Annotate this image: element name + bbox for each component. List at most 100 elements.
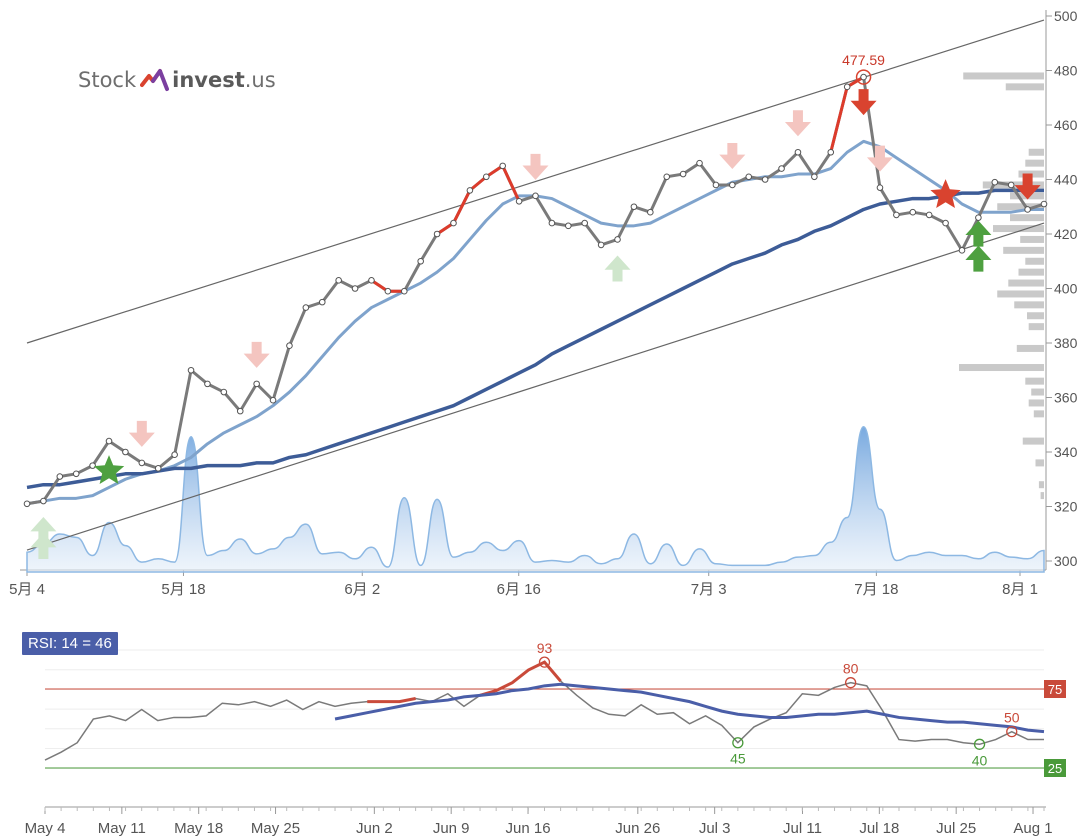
- price-point: [171, 451, 178, 459]
- volume-profile-bar: [1018, 268, 1044, 276]
- price-point: [1040, 200, 1048, 208]
- volume-profile-bar: [1003, 246, 1044, 254]
- rsi-marker-label: 80: [843, 661, 859, 677]
- volume-profile-bar: [1028, 148, 1044, 156]
- volume-profile-bar: [1027, 312, 1044, 320]
- price-point: [335, 277, 342, 284]
- price-point: [729, 181, 736, 189]
- buy-signal-arrow: [965, 245, 992, 272]
- volume-profile-bar: [1028, 399, 1044, 407]
- price-point: [105, 437, 113, 445]
- price-x-tick-label: 7月 18: [854, 581, 898, 598]
- buy-signal-arrow-faint: [30, 517, 57, 544]
- rsi-marker-label: 40: [972, 752, 988, 768]
- logo-check-icon: [140, 69, 170, 91]
- volume-profile-bar: [1022, 437, 1044, 445]
- rsi-level-badge: [1044, 759, 1066, 777]
- price-point: [696, 159, 703, 167]
- price-y-tick-label: 360: [1054, 390, 1078, 406]
- price-point: [122, 448, 129, 456]
- price-point: [860, 73, 867, 81]
- channel-lower-line: [26, 222, 1045, 551]
- price-point: [384, 287, 392, 295]
- price-point: [89, 462, 96, 469]
- price-point: [466, 187, 474, 194]
- price-point: [811, 173, 818, 181]
- price-x-tick-label: 5月 18: [161, 581, 205, 598]
- rsi-marker-label: 45: [730, 751, 746, 767]
- price-point: [286, 342, 293, 350]
- buy-signal-arrow-faint: [30, 533, 57, 560]
- sell-signal-star: [930, 179, 961, 209]
- price-point: [154, 465, 162, 472]
- price-point: [548, 219, 556, 227]
- rsi-x-tick-label: Jul 11: [783, 820, 822, 837]
- ma-long-line: [26, 188, 1044, 490]
- volume-profile-bar: [997, 203, 1044, 211]
- volume-profile-bar: [1025, 377, 1044, 385]
- rsi-x-tick-label: Jul 3: [699, 820, 731, 837]
- volume-profile-bar: [1033, 410, 1044, 418]
- volume-profile-bar: [1020, 235, 1044, 243]
- price-y-tick-label: 480: [1054, 63, 1078, 79]
- price-y-tick-label: 380: [1054, 335, 1078, 351]
- price-point: [253, 380, 260, 388]
- logo-text-invest: invest: [172, 68, 245, 92]
- volume-profile-bar: [993, 225, 1044, 233]
- price-point: [958, 247, 966, 254]
- price-point: [236, 407, 244, 415]
- price-point: [794, 148, 802, 156]
- sell-signal-arrow-faint: [719, 142, 746, 169]
- sell-signal-arrow-faint: [866, 145, 893, 172]
- rsi-marker: [844, 677, 857, 689]
- rsi-line: [44, 661, 1044, 761]
- price-point: [778, 165, 785, 172]
- rsi-marker: [1006, 726, 1018, 738]
- price-point: [40, 497, 47, 505]
- rsi-x-tick-label: May 4: [25, 820, 66, 837]
- price-x-tick-label: 8月 1: [1002, 581, 1038, 598]
- price-point: [433, 230, 441, 238]
- logo-text-us: .us: [244, 68, 276, 92]
- volume-profile-bar: [1035, 459, 1044, 467]
- price-line: [26, 75, 1045, 506]
- price-point: [450, 219, 457, 227]
- volume-profile-bar: [1008, 279, 1044, 287]
- price-x-tick-label: 6月 16: [497, 581, 541, 598]
- volume-profile-bar: [1016, 344, 1044, 352]
- sell-signal-arrow-faint: [243, 341, 270, 368]
- price-point: [368, 277, 375, 284]
- rsi-marker: [973, 738, 986, 750]
- rsi-x-tick-label: Jul 25: [936, 820, 976, 837]
- channel-upper-line: [26, 19, 1045, 344]
- price-point: [876, 184, 884, 191]
- price-point: [942, 219, 949, 227]
- price-point: [761, 176, 769, 183]
- rsi-x-tick-label: Jul 18: [859, 820, 899, 837]
- brand-logo: Stock invest .us: [78, 62, 276, 98]
- price-point: [565, 222, 572, 230]
- rsi-marker-label: 50: [1004, 710, 1020, 726]
- price-point: [72, 470, 80, 478]
- price-point: [23, 500, 31, 508]
- price-point: [302, 304, 310, 311]
- price-y-tick-label: 420: [1054, 226, 1078, 242]
- rsi-marker: [538, 656, 551, 668]
- rsi-level-badge: [1044, 680, 1066, 698]
- volume-profile-bar: [1031, 388, 1044, 396]
- price-point: [1024, 206, 1031, 213]
- volume-profile-bar: [963, 72, 1044, 80]
- price-y-tick-label: 300: [1054, 553, 1078, 569]
- volume-profile-bar: [1025, 159, 1044, 167]
- peak-label: 477.59: [842, 52, 885, 68]
- rsi-x-tick-label: Jun 26: [615, 820, 660, 837]
- sell-signal-arrow-faint: [522, 153, 549, 180]
- rsi-x-tick-label: Aug 1: [1013, 820, 1052, 837]
- price-point: [351, 285, 359, 292]
- volume-profile-bar: [1040, 492, 1044, 500]
- sell-signal-arrow-faint: [128, 420, 155, 447]
- price-point: [187, 366, 195, 374]
- peak-marker: [855, 69, 872, 85]
- price-point: [269, 396, 277, 404]
